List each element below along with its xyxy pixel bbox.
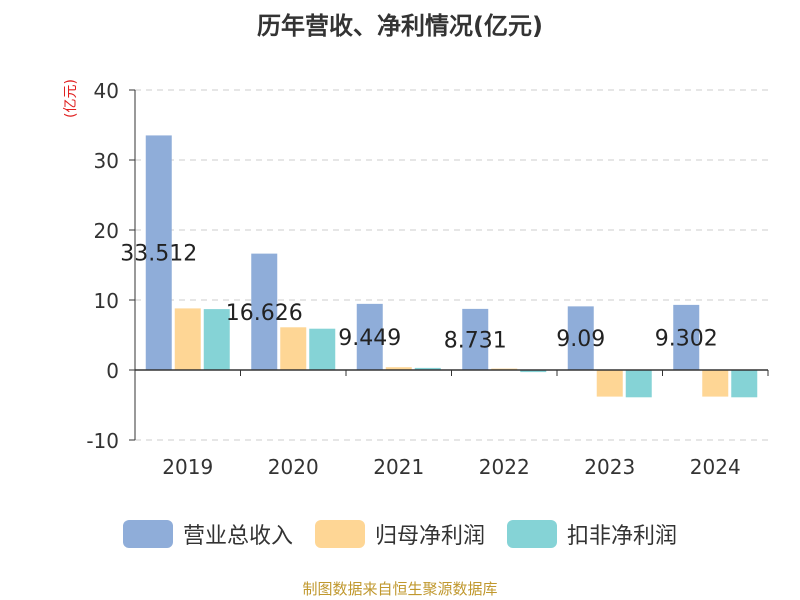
y-tick-label: -10 [86,429,119,453]
legend-swatch-net-profit [314,520,365,548]
legend-item-non-gaap-profit[interactable]: 扣非净利润 [507,518,677,550]
y-tick-label: 40 [94,79,119,103]
bar-non-gaap-profit [414,367,441,370]
bar-net-profit [174,308,201,370]
bar-net-profit [385,367,412,370]
bar-revenue [356,303,383,370]
bar-net-profit [702,370,729,397]
y-tick-label: 10 [94,289,119,313]
data-label: 9.09 [556,327,605,352]
legend-swatch-revenue [122,520,173,548]
legend-item-revenue[interactable]: 营业总收入 [122,518,293,550]
legend-label-non-gaap-profit: 扣非净利润 [567,524,678,549]
bar-net-profit [280,327,307,370]
data-label: 9.302 [655,326,718,351]
y-tick-label: 30 [94,149,119,173]
bar-non-gaap-profit [625,370,652,398]
bar-revenue [462,308,489,370]
data-label: 16.626 [226,301,303,326]
bar-non-gaap-profit [309,328,336,370]
x-tick-label: 2022 [479,455,530,479]
bar-net-profit [596,370,623,397]
data-label: 9.449 [338,326,401,351]
x-tick-label: 2023 [584,455,635,479]
bar-revenue [145,135,172,370]
legend-label-net-profit: 归母净利润 [374,524,485,549]
y-tick-label: 20 [94,219,119,243]
x-tick-label: 2019 [162,455,213,479]
bar-non-gaap-profit [731,370,758,398]
bar-revenue [251,253,278,370]
y-tick-label: 0 [106,359,119,383]
data-label: 33.512 [120,242,197,267]
legend-label-revenue: 营业总收入 [182,524,293,549]
data-label: 8.731 [444,328,507,353]
x-tick-label: 2020 [268,455,319,479]
data-source-note: 制图数据来自恒生聚源数据库 [302,580,498,598]
bar-revenue [567,306,594,370]
chart-legend: 营业总收入 归母净利润 扣非净利润 [0,518,800,550]
x-tick-label: 2024 [690,455,741,479]
chart-title: 历年营收、净利情况(亿元) [257,12,543,40]
bar-revenue [673,304,700,370]
bar-non-gaap-profit [520,370,547,373]
bar-non-gaap-profit [203,309,230,370]
x-tick-label: 2021 [373,455,424,479]
legend-swatch-non-gaap-profit [507,520,557,548]
legend-item-net-profit[interactable]: 归母净利润 [314,518,485,550]
